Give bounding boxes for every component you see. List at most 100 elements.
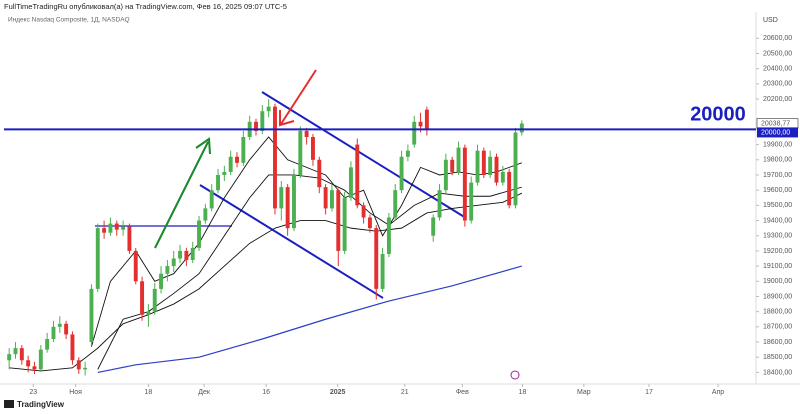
x-tick-label: Дек	[198, 389, 211, 396]
candle-body	[127, 226, 132, 251]
candle-body	[235, 156, 239, 163]
candle-body	[209, 190, 214, 209]
candle-body	[507, 171, 512, 206]
candle-body	[380, 253, 385, 289]
candle-body	[266, 106, 271, 112]
candle-body	[190, 247, 195, 261]
candle-body	[152, 288, 157, 312]
y-tick-label: 20600,00	[763, 35, 792, 42]
event-icon[interactable]	[510, 370, 520, 380]
y-tick-label: 19100,00	[763, 263, 792, 270]
green-arrow-head	[195, 137, 211, 155]
candle-body	[13, 348, 18, 355]
y-tick-label: 19300,00	[763, 233, 792, 240]
candle-body	[393, 190, 398, 218]
candle-body	[418, 121, 423, 127]
x-tick-label: 17	[645, 389, 653, 396]
candle-body	[102, 228, 107, 233]
candle-body	[279, 187, 284, 209]
footer: TradingView	[17, 400, 65, 409]
candle-body	[488, 156, 493, 175]
candle-body	[462, 147, 467, 221]
candle-body	[412, 121, 417, 145]
candle-body	[45, 338, 50, 350]
candle-body	[285, 187, 290, 229]
candle-body	[292, 174, 296, 229]
red-arrow	[280, 69, 317, 125]
y-tick-label: 18700,00	[763, 324, 792, 331]
candle-body	[32, 366, 37, 370]
candle-body	[159, 273, 164, 289]
candle-body	[317, 159, 322, 188]
y-tick-label: 19400,00	[763, 217, 792, 224]
candle-body	[311, 137, 315, 160]
chart-title: Индекс Nasdaq Composite, 1Д, NASDAQ	[8, 17, 130, 24]
last-price-label: 20038,77	[761, 120, 790, 127]
candle-body	[64, 323, 69, 335]
y-tick-label: 20500,00	[763, 50, 792, 57]
candle-body	[178, 250, 183, 259]
candle-body	[7, 354, 12, 361]
x-tick-label: 18	[145, 389, 153, 396]
candle-body	[171, 258, 176, 267]
y-tick-label: 18800,00	[763, 309, 792, 316]
y-tick-label: 20200,00	[763, 96, 792, 103]
x-tick-label: 2025	[330, 389, 346, 396]
candle-body	[450, 159, 455, 172]
candle-body	[216, 174, 220, 191]
candle-body	[437, 190, 442, 218]
x-tick-label: Ноя	[69, 389, 82, 396]
moving-average	[97, 174, 522, 370]
candle-body	[241, 137, 246, 163]
candle-body	[513, 132, 518, 206]
moving-average	[9, 192, 523, 372]
x-tick-label: 21	[401, 389, 409, 396]
y-tick-label: 20400,00	[763, 66, 792, 73]
drawings	[95, 69, 520, 380]
candle-body	[260, 111, 265, 131]
candle-body	[456, 147, 461, 172]
candle-body	[323, 187, 328, 209]
candle-body	[26, 360, 31, 367]
candle-body	[121, 226, 126, 230]
candle-body	[140, 281, 145, 315]
candle-body	[89, 288, 94, 343]
candle-body	[95, 228, 100, 289]
candle-body	[500, 171, 505, 183]
candle-body	[336, 190, 341, 251]
x-tick-label: Апр	[712, 389, 724, 396]
level-badge	[757, 127, 798, 138]
y-tick-label: 18600,00	[763, 339, 792, 346]
candle-body	[70, 334, 75, 361]
candle-body	[405, 150, 410, 157]
candle-body	[184, 250, 189, 261]
y-tick-label: 19000,00	[763, 278, 792, 285]
candle-body	[114, 223, 119, 230]
y-tick-label: 18900,00	[763, 293, 792, 300]
candle-body	[38, 349, 43, 370]
y-tick-label: 19900,00	[763, 141, 792, 148]
x-tick-label: Мар	[577, 389, 591, 396]
candle-body	[329, 190, 334, 209]
x-tick-label: 18	[519, 389, 527, 396]
candle-body	[57, 323, 62, 327]
x-tick-label: 23	[29, 389, 37, 396]
currency: USD	[763, 17, 778, 24]
y-tick-label: 19800,00	[763, 157, 792, 164]
x-tick-label: 16	[262, 389, 270, 396]
candle-body	[386, 217, 391, 254]
y-tick-label: 20300,00	[763, 81, 792, 88]
candle-body	[519, 123, 524, 133]
x-tick-label: Фев	[456, 389, 469, 396]
candle-body	[146, 311, 151, 315]
y-tick-label: 19600,00	[763, 187, 792, 194]
candle-body	[197, 220, 201, 248]
green-arrow	[154, 141, 209, 249]
candle-body	[203, 208, 208, 221]
candle-body	[298, 130, 303, 175]
candle-body	[348, 167, 353, 198]
candle-body	[76, 360, 81, 370]
candle-body	[228, 156, 233, 172]
candle-body	[355, 144, 360, 206]
